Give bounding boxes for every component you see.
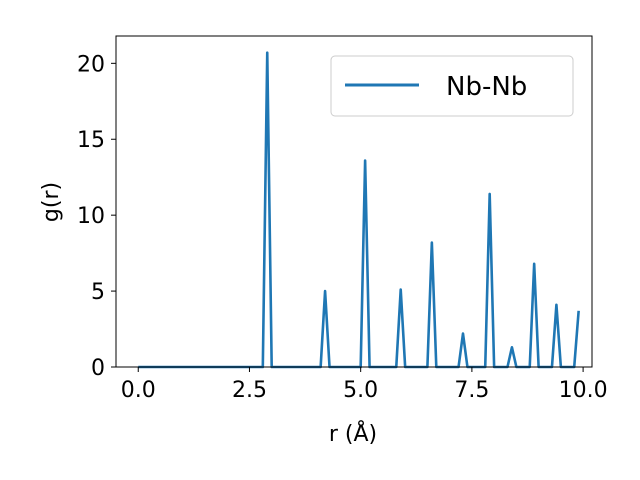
y-tick-label: 0 (91, 356, 105, 381)
plot-area (115, 35, 593, 369)
y-axis-ticks: 0 5 10 15 20 (77, 52, 116, 381)
legend: Nb-Nb (330, 55, 574, 117)
x-axis-label: r (Å) (329, 420, 377, 447)
x-tick-label: 7.5 (454, 378, 489, 403)
y-axis-label: g(r) (39, 182, 64, 222)
axes-frame (115, 35, 593, 368)
legend-box (330, 55, 574, 117)
y-tick-label: 20 (77, 52, 105, 77)
legend-label: Nb-Nb (446, 72, 527, 102)
x-tick-label: 5.0 (343, 378, 378, 403)
x-tick-label: 0.0 (121, 378, 156, 403)
y-tick-label: 15 (77, 128, 105, 153)
y-tick-label: 5 (91, 280, 105, 305)
x-axis-ticks: 0.0 2.5 5.0 7.5 10.0 (121, 367, 608, 403)
y-tick-label: 10 (77, 204, 105, 229)
x-tick-label: 10.0 (559, 378, 608, 403)
x-tick-label: 2.5 (232, 378, 267, 403)
